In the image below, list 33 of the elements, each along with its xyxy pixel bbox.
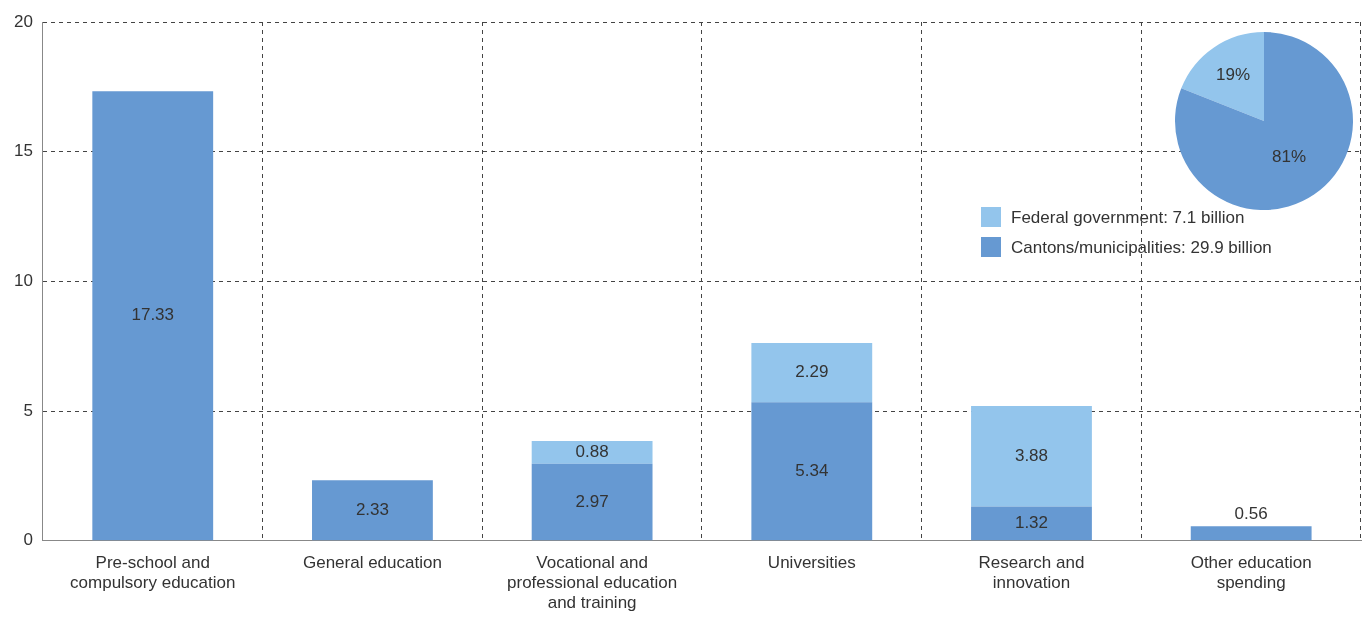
- bar: [751, 402, 873, 541]
- y-tick-label: 15: [13, 141, 33, 161]
- x-tick-label: Vocational and professional education and training: [507, 552, 678, 613]
- x-tick-label: Other education spending: [1190, 552, 1312, 593]
- x-tick-label: Pre-school and compulsory education: [70, 552, 236, 593]
- bar: [971, 405, 1092, 507]
- bar: [92, 91, 214, 541]
- x-tick-label: General education: [302, 552, 442, 572]
- bar: [531, 463, 653, 541]
- bar: [531, 440, 653, 464]
- data-label: 2.29: [795, 362, 829, 382]
- x-tick-label: Research and innovation: [978, 552, 1085, 593]
- data-label: 5.34: [795, 460, 829, 480]
- y-tick-label: 20: [13, 11, 33, 31]
- x-tick-label: Universities: [767, 552, 856, 572]
- data-label: 81%: [1272, 147, 1307, 167]
- data-label: 0.56: [1234, 503, 1268, 523]
- data-label: 3.88: [1014, 445, 1049, 465]
- bar: [1190, 526, 1312, 541]
- data-label: 0.88: [575, 442, 609, 462]
- data-label: 17.33: [131, 305, 175, 325]
- y-tick-label: 0: [23, 530, 33, 550]
- bar: [971, 506, 1092, 541]
- data-label: 2.33: [355, 500, 389, 520]
- data-label: 2.97: [575, 491, 609, 511]
- legend-label: Cantons/municipalities: 29.9 billion: [1011, 237, 1272, 257]
- bar: [751, 342, 873, 403]
- legend-label: Federal government: 7.1 billion: [1011, 207, 1245, 227]
- y-tick-label: 10: [13, 271, 33, 291]
- data-label: 19%: [1215, 65, 1250, 85]
- data-label: 1.32: [1014, 513, 1049, 533]
- bar: [312, 480, 433, 541]
- y-tick-label: 5: [23, 400, 33, 420]
